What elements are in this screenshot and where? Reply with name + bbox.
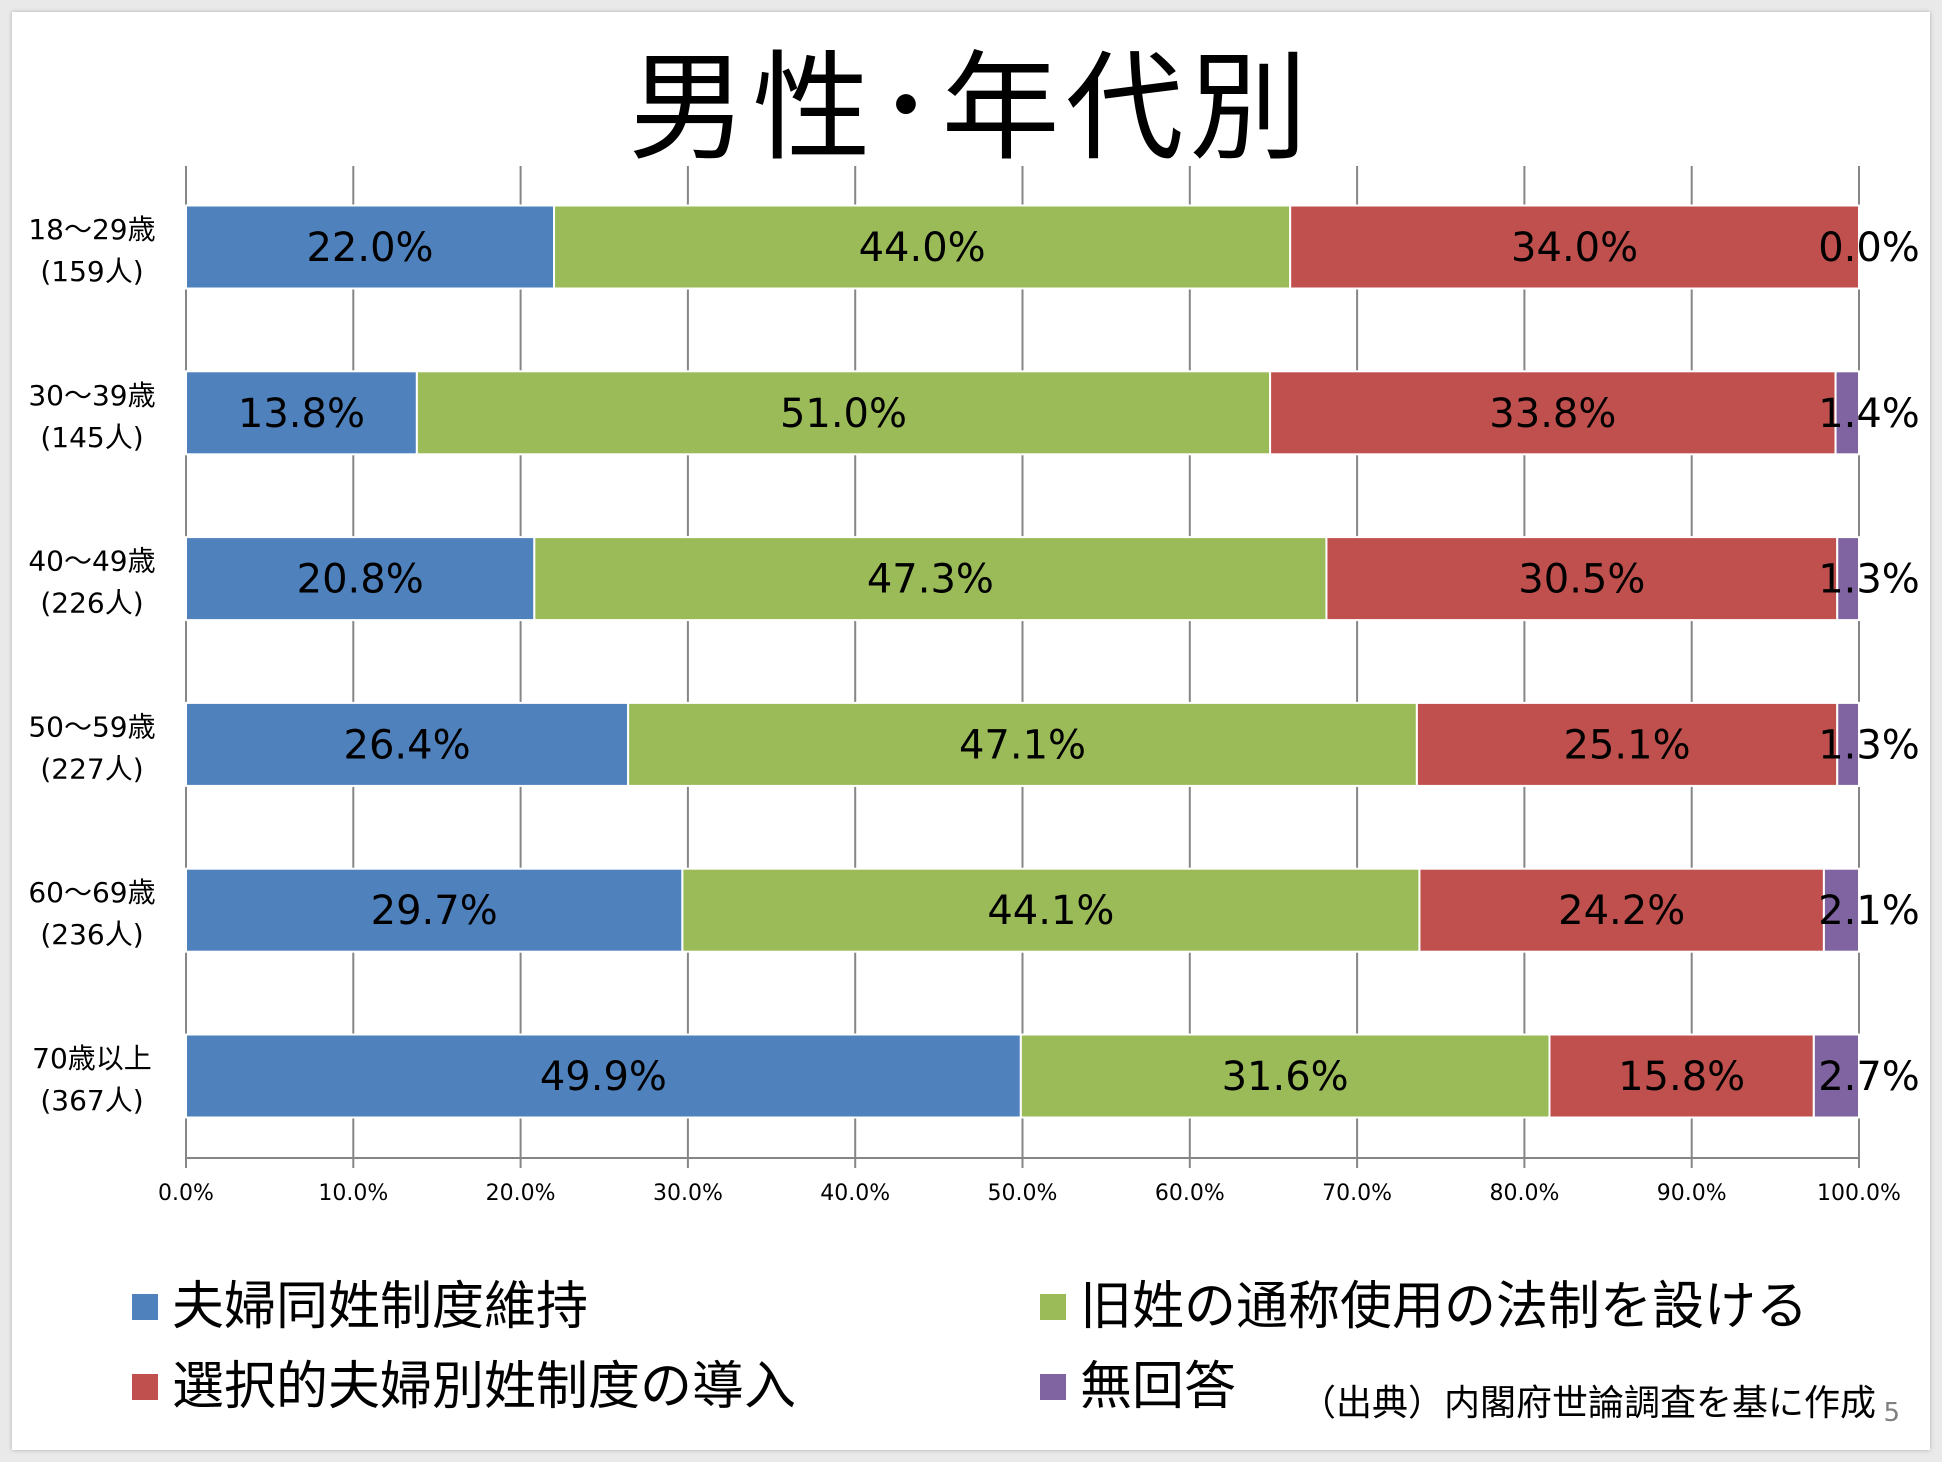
legend-swatch xyxy=(132,1294,158,1320)
category-label: 30～39歳 xyxy=(28,379,155,412)
data-label: 51.0% xyxy=(780,391,907,437)
data-label: 44.1% xyxy=(987,888,1114,934)
data-label: 34.0% xyxy=(1511,225,1638,271)
bar-segment xyxy=(1822,867,1860,953)
bar-segment xyxy=(415,370,1272,456)
data-label: 25.1% xyxy=(1564,722,1691,768)
category-label: 50～59歳 xyxy=(28,710,155,743)
bar-segment xyxy=(533,536,1328,622)
stacked-bar-chart: 22.0% 44.0% 34.0% 0.0% 13.8% 51.0% 33.8% 1.4% 20… xyxy=(28,166,1920,1206)
data-label: 15.8% xyxy=(1618,1054,1745,1100)
x-tick-label: 80.0% xyxy=(1489,1181,1559,1206)
bar-segment xyxy=(553,204,1292,290)
slide: 男性･年代別 22.0% 44.0% 34.0% 0.0% 13.8% 51.0% 33.8… xyxy=(12,12,1930,1450)
data-label: 29.7% xyxy=(371,888,498,934)
bar-segment xyxy=(185,867,684,953)
data-label: 49.9% xyxy=(540,1054,667,1100)
data-label: 47.3% xyxy=(867,557,994,603)
category-label: (226人) xyxy=(40,587,143,620)
x-tick-label: 60.0% xyxy=(1155,1181,1225,1206)
legend-swatch xyxy=(132,1374,158,1400)
bar-segment xyxy=(185,536,536,622)
data-label: 31.6% xyxy=(1222,1054,1349,1100)
data-label: 22.0% xyxy=(306,225,433,271)
x-tick-label: 40.0% xyxy=(820,1181,890,1206)
legend-swatch xyxy=(1040,1294,1066,1320)
category-label: (159人) xyxy=(40,255,143,288)
bar-segment xyxy=(1836,701,1861,787)
x-tick-label: 100.0% xyxy=(1817,1181,1901,1206)
data-label: 44.0% xyxy=(859,225,986,271)
bars xyxy=(185,204,1861,1119)
bar-segment xyxy=(1289,204,1861,290)
x-tick-label: 90.0% xyxy=(1657,1181,1727,1206)
bar-segment xyxy=(185,370,418,456)
bar-segment xyxy=(1548,1033,1815,1119)
category-label: 40～49歳 xyxy=(28,545,155,578)
data-label: 13.8% xyxy=(238,391,365,437)
bar-segment xyxy=(681,867,1421,953)
category-label: 70歳以上 xyxy=(32,1042,152,1075)
legend-item-keep-same-surname: 夫婦同姓制度維持 xyxy=(132,1277,588,1337)
category-label: (227人) xyxy=(40,752,143,785)
grid-lines xyxy=(185,166,1860,1168)
source-note: （出典）内閣府世論調査を基に作成 xyxy=(1300,1383,1877,1424)
category-label: 60～69歳 xyxy=(28,876,155,909)
legend-label: 夫婦同姓制度維持 xyxy=(172,1277,589,1337)
category-label: (367人) xyxy=(40,1084,143,1117)
data-label: 33.8% xyxy=(1489,391,1616,437)
bar-segment xyxy=(1019,1033,1551,1119)
bar-segment xyxy=(1269,370,1837,456)
category-label: (145人) xyxy=(40,421,143,454)
data-labels: 22.0% 44.0% 34.0% 0.0% 13.8% 51.0% 33.8% 1.4% 20… xyxy=(238,225,1920,1100)
x-tick-label: 20.0% xyxy=(486,1181,556,1206)
data-label: 47.1% xyxy=(959,722,1086,768)
page-number: 5 xyxy=(1883,1398,1900,1428)
category-label: 18～29歳 xyxy=(28,213,155,246)
legend-item-selective-separate-surname: 選択的夫婦別姓制度の導入 xyxy=(132,1357,796,1417)
x-tick-label: 70.0% xyxy=(1322,1181,1392,1206)
x-tick-label: 0.0% xyxy=(158,1181,214,1206)
category-label: (236人) xyxy=(40,918,143,951)
category-labels: 18～29歳 (159人) 30～39歳 (145人) 40～49歳 (226人) 50～5… xyxy=(28,213,155,1117)
bar-segment xyxy=(1834,370,1861,456)
legend-swatch xyxy=(1040,1374,1066,1400)
legend-label: 旧姓の通称使用の法制を設ける xyxy=(1080,1277,1809,1337)
bar-segment xyxy=(627,701,1418,787)
data-label: 2.1% xyxy=(1818,888,1920,934)
bar-segment xyxy=(185,1033,1022,1119)
data-label: 26.4% xyxy=(344,722,471,768)
legend-label: 選択的夫婦別姓制度の導入 xyxy=(172,1357,797,1417)
data-label: 1.3% xyxy=(1818,557,1920,603)
bar-segment xyxy=(1836,536,1861,622)
bar-segment xyxy=(1812,1033,1860,1119)
data-label: 2.7% xyxy=(1818,1054,1920,1100)
bar-segment xyxy=(185,701,630,787)
x-tick-label: 10.0% xyxy=(318,1181,388,1206)
data-label: 1.3% xyxy=(1818,722,1920,768)
bar-segment xyxy=(1418,867,1825,953)
data-label: 1.4% xyxy=(1818,391,1920,437)
x-axis-ticks: 0.0% 10.0% 20.0% 30.0% 40.0% 50.0% 60.0% 70.0% 8… xyxy=(158,1181,1901,1206)
legend-item-legal-maiden-name: 旧姓の通称使用の法制を設ける xyxy=(1040,1277,1808,1337)
x-tick-label: 30.0% xyxy=(653,1181,723,1206)
legend-label: 無回答 xyxy=(1080,1357,1237,1417)
legend-item-no-answer: 無回答 xyxy=(1040,1357,1236,1417)
data-label: 20.8% xyxy=(297,557,424,603)
data-label: 24.2% xyxy=(1558,888,1685,934)
data-label: 30.5% xyxy=(1518,557,1645,603)
page-title: 男性･年代別 xyxy=(628,39,1314,177)
data-label: 0.0% xyxy=(1818,225,1920,271)
x-tick-label: 50.0% xyxy=(988,1181,1058,1206)
